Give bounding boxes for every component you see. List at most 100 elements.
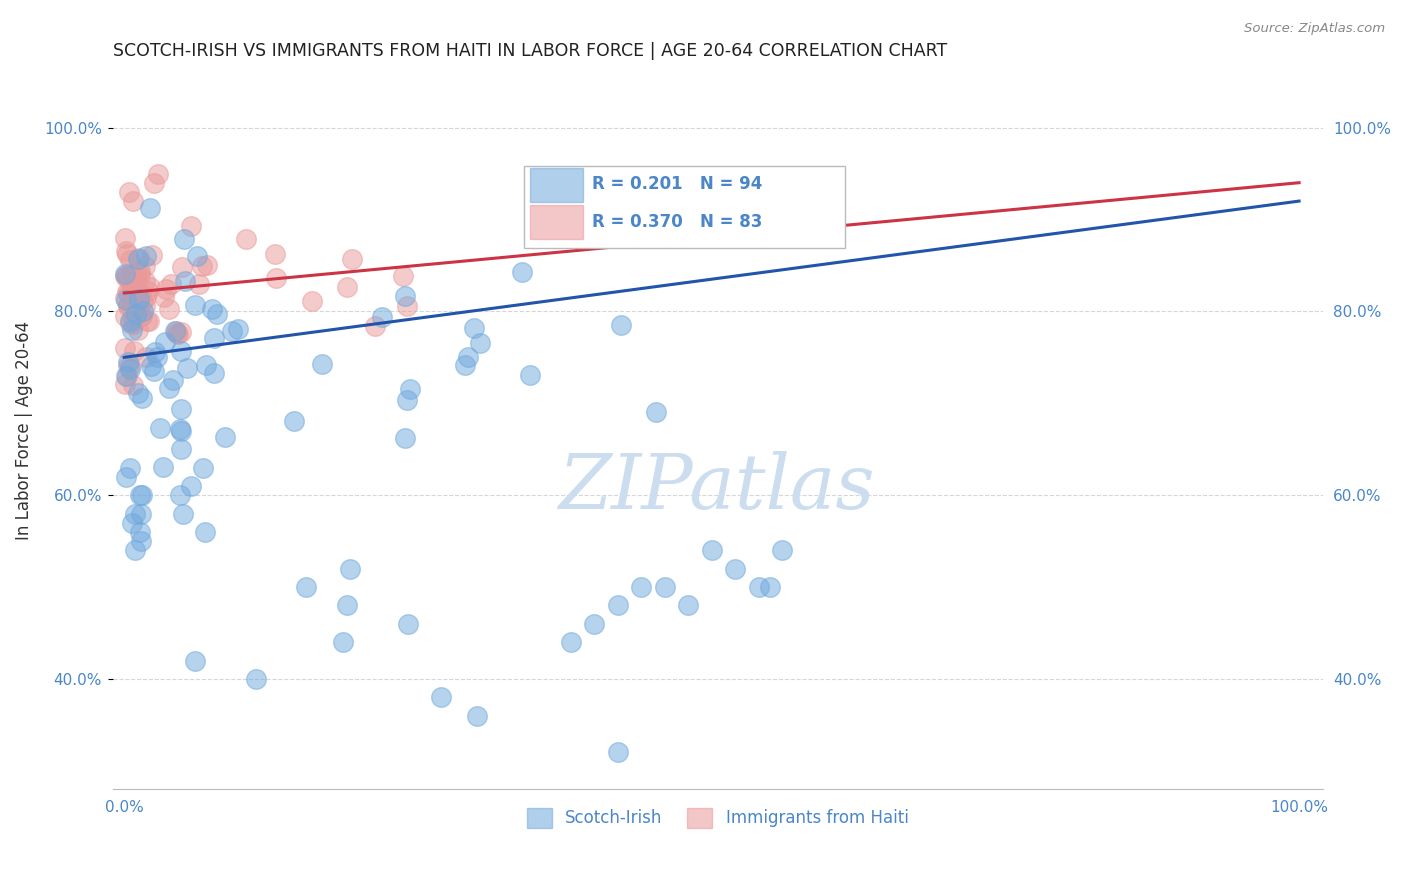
Point	[311, 358, 333, 372]
Point	[139, 280, 162, 294]
Point	[392, 269, 415, 284]
Point	[155, 282, 177, 296]
Point	[165, 324, 187, 338]
Point	[128, 524, 150, 539]
Point	[121, 516, 143, 530]
Point	[129, 534, 152, 549]
Point	[396, 392, 419, 407]
Point	[201, 302, 224, 317]
Point	[172, 260, 194, 274]
Point	[190, 259, 212, 273]
Point	[152, 459, 174, 474]
Text: R = 0.370   N = 83: R = 0.370 N = 83	[592, 212, 762, 230]
Point	[122, 289, 145, 303]
Point	[143, 364, 166, 378]
Point	[117, 355, 139, 369]
Point	[115, 285, 138, 299]
Point	[127, 252, 149, 267]
Point	[169, 343, 191, 358]
Point	[184, 654, 207, 668]
Point	[644, 405, 666, 419]
Point	[155, 334, 177, 349]
Point	[202, 366, 225, 380]
Point	[118, 185, 141, 199]
Point	[157, 381, 180, 395]
Point	[676, 599, 699, 613]
Point	[342, 252, 364, 266]
Point	[124, 543, 146, 558]
Point	[394, 289, 416, 303]
FancyBboxPatch shape	[530, 205, 583, 239]
Point	[396, 616, 419, 631]
Point	[128, 251, 150, 265]
Point	[114, 341, 136, 355]
Point	[120, 359, 142, 374]
Point	[395, 299, 418, 313]
Point	[117, 268, 139, 282]
Point	[454, 358, 477, 372]
Point	[127, 277, 149, 291]
Point	[173, 274, 195, 288]
Point	[129, 264, 152, 278]
Point	[157, 301, 180, 316]
Point	[148, 167, 170, 181]
Point	[127, 263, 149, 277]
Point	[115, 247, 138, 261]
Point	[128, 301, 150, 316]
Point	[202, 331, 225, 345]
Point	[131, 392, 153, 406]
Point	[630, 580, 652, 594]
Point	[131, 309, 153, 323]
Point	[166, 326, 188, 340]
Point	[114, 270, 136, 285]
Point	[166, 324, 188, 338]
Point	[117, 285, 139, 300]
Point	[339, 562, 361, 576]
Point	[364, 318, 387, 333]
Point	[121, 286, 143, 301]
Point	[169, 422, 191, 436]
Point	[214, 430, 236, 444]
FancyBboxPatch shape	[524, 166, 845, 248]
Point	[125, 268, 148, 283]
Point	[117, 359, 139, 374]
Point	[129, 309, 152, 323]
Point	[221, 324, 243, 338]
Point	[170, 402, 193, 417]
Point	[117, 298, 139, 312]
Point	[121, 322, 143, 336]
Point	[115, 369, 138, 384]
Point	[132, 294, 155, 309]
Point	[759, 580, 782, 594]
Point	[115, 469, 138, 483]
Point	[127, 323, 149, 337]
Point	[430, 690, 453, 705]
Text: Source: ZipAtlas.com: Source: ZipAtlas.com	[1244, 22, 1385, 36]
Point	[180, 479, 202, 493]
Point	[114, 267, 136, 281]
Point	[465, 708, 488, 723]
Point	[122, 343, 145, 358]
Point	[519, 368, 541, 383]
Point	[129, 288, 152, 302]
Point	[114, 231, 136, 245]
Point	[301, 294, 323, 309]
Point	[134, 299, 156, 313]
Point	[162, 373, 184, 387]
Point	[118, 316, 141, 330]
Point	[606, 599, 628, 613]
Point	[121, 194, 143, 208]
Point	[135, 290, 157, 304]
Point	[169, 488, 191, 502]
Text: R = 0.201   N = 94: R = 0.201 N = 94	[592, 175, 762, 194]
Point	[134, 274, 156, 288]
Point	[173, 232, 195, 246]
Point	[176, 361, 198, 376]
Point	[122, 290, 145, 304]
Point	[170, 424, 193, 438]
Point	[724, 562, 747, 576]
Point	[142, 176, 165, 190]
Point	[186, 249, 208, 263]
Point	[114, 376, 136, 391]
Point	[143, 344, 166, 359]
